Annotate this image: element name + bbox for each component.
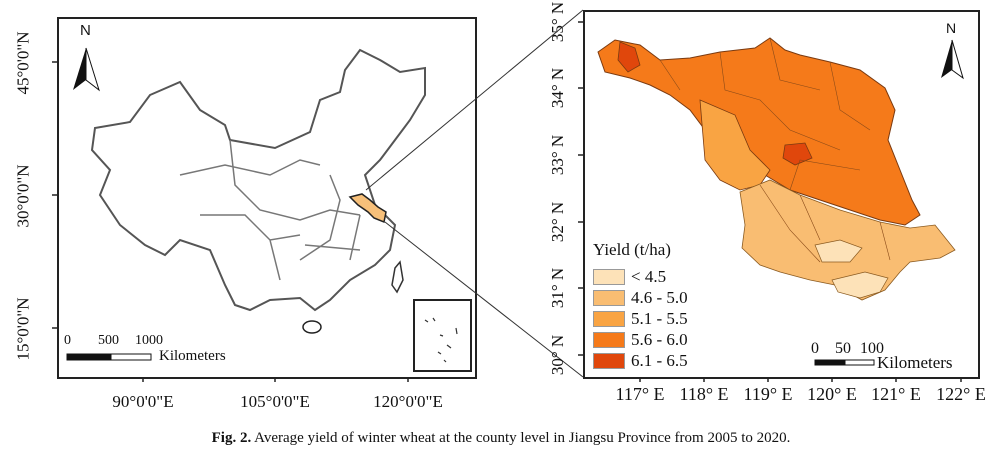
jiangsu-south-region <box>739 179 956 301</box>
scale-unit: Kilometers <box>159 348 226 364</box>
lon-label-105: 105°0'0"E <box>240 392 310 411</box>
legend-swatch <box>593 289 625 306</box>
scale-tick-0-right: 0 <box>811 340 819 357</box>
jiangsu-north-region <box>597 37 921 226</box>
lon-label-121: 121° E <box>871 384 921 404</box>
lat-label-32: 32° N <box>548 201 568 243</box>
province-borders <box>179 139 361 281</box>
scale-unit-right: Kilometers <box>877 353 953 372</box>
north-arrow-icon <box>73 48 86 90</box>
legend-swatch <box>593 268 625 285</box>
low-yield-county-b <box>831 271 889 299</box>
lon-label-90: 90°0'0"E <box>112 392 174 411</box>
hainan-outline <box>302 320 322 334</box>
high-yield-county-a <box>617 41 641 73</box>
county-borders <box>659 37 891 263</box>
lon-label-118: 118° E <box>679 384 729 404</box>
jiangsu-map-frame <box>583 10 980 379</box>
legend-label: < 4.5 <box>631 266 667 286</box>
scale-tick-100-right: 100 <box>860 340 884 357</box>
zoom-connector-top <box>365 9 584 191</box>
caption-text: Average yield of winter wheat at the cou… <box>251 430 791 446</box>
north-label-right: N <box>946 20 957 36</box>
legend-label: 5.1 - 5.5 <box>631 308 688 328</box>
taiwan-outline <box>391 260 404 294</box>
scale-tick-0: 0 <box>64 333 71 348</box>
north-arrow-icon-right <box>941 40 952 78</box>
caption-label: Fig. 2. <box>211 430 252 446</box>
north-label: N <box>80 22 91 39</box>
lat-label-30n: 30° N <box>548 334 568 376</box>
legend-swatch <box>593 352 625 369</box>
legend-item: < 4.5 <box>593 266 688 287</box>
scale-tick-50-right: 50 <box>835 340 851 357</box>
lon-label-122: 122° E <box>936 384 986 404</box>
legend-item: 5.6 - 6.0 <box>593 329 688 350</box>
low-yield-county-a <box>814 239 863 263</box>
lat-label-15: 15°0'0"N <box>13 297 33 361</box>
lon-label-119: 119° E <box>743 384 793 404</box>
lon-label-120: 120°0'0"E <box>373 392 443 411</box>
lat-label-35: 35° N <box>548 1 568 43</box>
lat-label-34: 34° N <box>548 67 568 109</box>
lat-label-45: 45°0'0"N <box>13 31 33 95</box>
legend-swatch <box>593 331 625 348</box>
legend-swatch <box>593 310 625 327</box>
scale-tick-1000: 1000 <box>135 333 163 348</box>
scale-bar <box>66 353 112 361</box>
legend: Yield (t/ha) < 4.5 4.6 - 5.0 5.1 - 5.5 5… <box>593 240 688 371</box>
legend-label: 5.6 - 6.0 <box>631 329 688 349</box>
legend-item: 4.6 - 5.0 <box>593 287 688 308</box>
lat-label-30: 30°0'0"N <box>13 164 33 228</box>
lat-label-31: 31° N <box>548 267 568 309</box>
lat-label-33: 33° N <box>548 134 568 176</box>
legend-label: 6.1 - 6.5 <box>631 350 688 370</box>
high-yield-county-b <box>782 142 813 166</box>
legend-item: 5.1 - 5.5 <box>593 308 688 329</box>
legend-label: 4.6 - 5.0 <box>631 287 688 307</box>
lon-label-117: 117° E <box>615 384 665 404</box>
zoom-connector-bottom <box>384 221 584 378</box>
legend-item: 6.1 - 6.5 <box>593 350 688 371</box>
scale-tick-500: 500 <box>98 333 119 348</box>
china-outline <box>90 48 426 312</box>
figure-caption: Fig. 2. Average yield of winter wheat at… <box>0 430 1002 447</box>
lon-label-120e: 120° E <box>807 384 857 404</box>
legend-title: Yield (t/ha) <box>593 240 671 259</box>
jiangsu-highlight <box>348 193 387 224</box>
